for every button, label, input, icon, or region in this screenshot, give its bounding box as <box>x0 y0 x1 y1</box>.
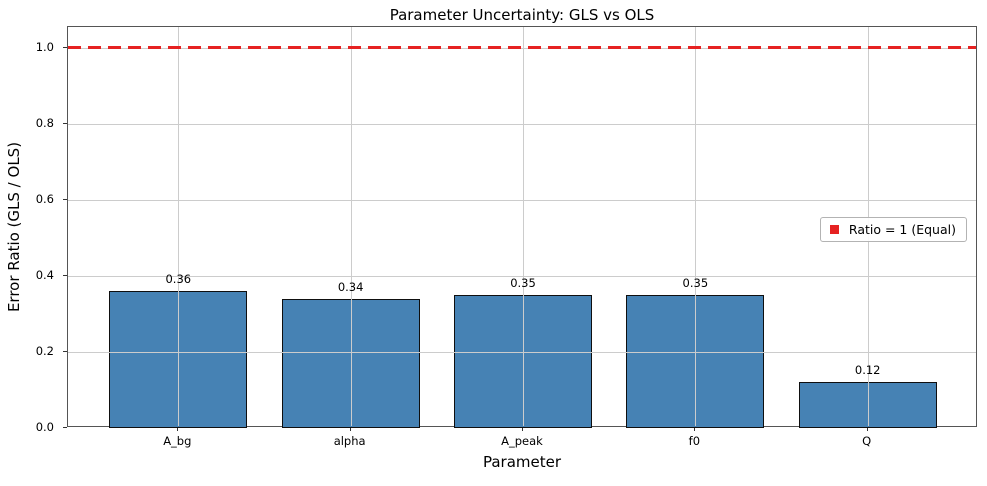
bar-value-label: 0.36 <box>165 272 192 287</box>
x-tick-label: alpha <box>333 434 366 448</box>
x-tick-mark <box>694 427 696 431</box>
y-tick-label: 0.8 <box>35 115 54 130</box>
y-tick-label: 1.0 <box>35 39 54 54</box>
y-tick-mark <box>63 122 67 124</box>
x-tick-label: f0 <box>688 434 701 448</box>
v-gridline <box>695 27 697 426</box>
reference-line <box>68 46 976 50</box>
y-tick-mark <box>63 198 67 200</box>
plot-area: Ratio = 1 (Equal) 0.36 0.34 0.35 0.35 0.12 <box>67 26 977 428</box>
chart-title: Parameter Uncertainty: GLS vs OLS <box>389 6 655 24</box>
x-tick-mark <box>177 427 179 431</box>
y-tick-label: 0.6 <box>35 191 54 206</box>
x-tick-label: A_peak <box>501 434 543 448</box>
v-gridline <box>350 27 352 426</box>
x-tick-label: Q <box>862 434 872 448</box>
v-gridline <box>523 27 524 426</box>
y-tick-label: 0.2 <box>35 343 54 358</box>
y-tick-mark <box>63 350 67 352</box>
h-gridline <box>68 275 976 277</box>
y-tick-label: 0.0 <box>35 420 54 434</box>
y-tick-mark <box>63 274 67 276</box>
legend: Ratio = 1 (Equal) <box>819 217 967 242</box>
y-axis-label: Error Ratio (GLS / OLS) <box>2 26 26 427</box>
y-axis-label-text: Error Ratio (GLS / OLS) <box>5 141 23 312</box>
bar-value-label: 0.35 <box>510 275 536 290</box>
h-gridline <box>68 351 976 353</box>
x-tick-mark <box>866 427 868 431</box>
y-tick-mark <box>63 427 67 428</box>
y-tick-label: 0.4 <box>35 267 54 282</box>
x-axis-label: Parameter <box>482 453 562 471</box>
x-tick-mark <box>522 427 523 431</box>
bar-value-label: 0.35 <box>682 275 709 290</box>
y-tick-mark <box>63 46 67 48</box>
v-gridline <box>178 27 180 426</box>
bar-value-label: 0.12 <box>854 363 881 378</box>
x-tick-mark <box>349 427 351 431</box>
h-gridline <box>68 123 976 125</box>
legend-label: Ratio = 1 (Equal) <box>848 222 956 237</box>
x-tick-label: A_bg <box>163 434 192 448</box>
h-gridline <box>68 199 976 201</box>
red-square-marker-icon <box>829 225 839 234</box>
bar <box>454 294 592 428</box>
bar-value-label: 0.34 <box>337 279 364 294</box>
